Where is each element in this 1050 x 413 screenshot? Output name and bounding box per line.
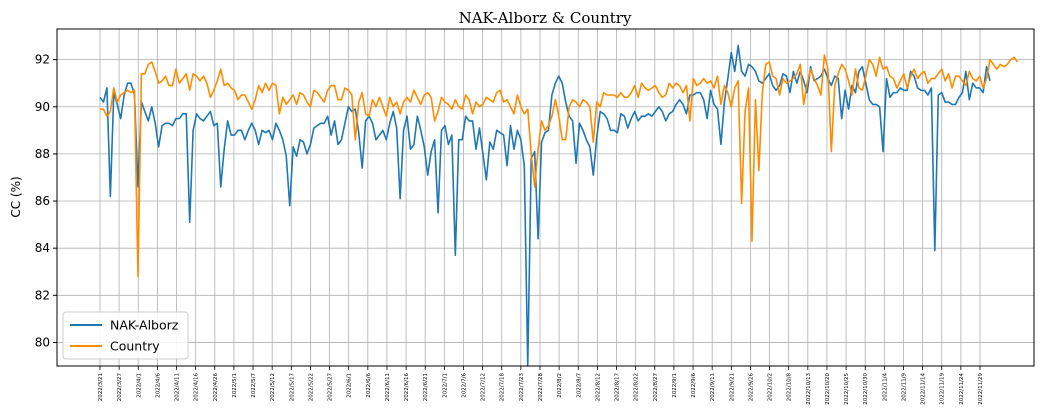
chart-title: NAK-Alborz & Country [459, 9, 632, 27]
y-tick-label: 80 [35, 335, 50, 349]
y-tick-label: 92 [35, 53, 50, 67]
x-tick-label: 2022/10/20 [825, 373, 831, 405]
y-tick-label: 82 [35, 288, 50, 302]
x-tick-label: 2022/7/12 [481, 373, 487, 401]
x-tick-label: 2022/10/25 [844, 373, 850, 405]
x-tick-label: 2022/10/13 [806, 373, 812, 405]
y-tick-label: 90 [35, 100, 50, 114]
y-axis-label: CC (%) [9, 176, 23, 217]
y-tick-label: 86 [35, 194, 50, 208]
x-tick-label: 2022/7/18 [500, 373, 506, 402]
x-tick-label: 2022/8/27 [653, 373, 659, 402]
x-tick-label: 2022/11/4 [882, 373, 888, 402]
x-tick-label: 2022/11/14 [921, 373, 927, 405]
x-tick-label: 2022/4/16 [194, 373, 200, 402]
x-tick-label: 2022/11/9 [901, 373, 907, 402]
x-tick-label: 2022/8/17 [615, 373, 621, 402]
x-tick-label: 2022/9/1 [672, 373, 678, 398]
x-tick-label: 2022/10/2 [768, 373, 774, 401]
y-tick-label: 88 [35, 147, 50, 161]
x-tick-label: 2022/10/8 [787, 373, 793, 402]
legend: NAK-Alborz Country [62, 311, 189, 360]
x-tick-label: 2022/5/27 [328, 373, 334, 402]
series-layer [99, 44, 1019, 367]
x-tick-label: 2022/5/1 [232, 373, 238, 398]
x-tick-label: 2022/8/7 [576, 373, 582, 398]
x-tick-label: 2022/4/11 [175, 373, 181, 401]
x-tick-label: 2022/8/12 [595, 373, 601, 401]
x-tick-label: 2022/11/19 [940, 373, 946, 405]
x-tick-label: 2022/10/30 [863, 373, 869, 405]
x-tick-label: 2022/4/6 [155, 373, 161, 398]
x-tick-label: 2022/11/24 [959, 373, 965, 405]
plot-frame [56, 28, 1035, 367]
x-tick-label: 2022/7/6 [461, 373, 467, 398]
legend-label-nak-alborz: NAK-Alborz [110, 318, 179, 333]
grid-layer [57, 29, 1034, 366]
x-tick-label: 2022/4/1 [136, 373, 142, 398]
legend-box [62, 311, 189, 360]
x-tick-label: 2022/8/2 [557, 373, 563, 398]
x-tick-label: 2022/4/26 [213, 373, 219, 402]
x-tick-label: 2022/6/11 [385, 373, 391, 401]
series-line-country [100, 54, 1019, 278]
x-tick-label: 2022/6/21 [423, 373, 429, 401]
x-tick-label: 2022/3/27 [117, 373, 123, 402]
x-tick-label: 2022/5/12 [270, 373, 276, 401]
x-tick-label: 2022/11/29 [978, 373, 984, 405]
x-tick-label: 2022/7/28 [538, 373, 544, 402]
x-tick-layer: 2022/3/21 2022/3/27 2022/4/1 2022/4/6 2022/4… [98, 366, 984, 405]
legend-label-country: Country [110, 339, 160, 354]
x-tick-label: 2022/5/17 [289, 373, 295, 402]
x-tick-label: 2022/9/21 [729, 373, 735, 401]
x-tick-label: 2022/9/6 [691, 373, 697, 398]
y-tick-label: 84 [35, 241, 50, 255]
x-tick-label: 2022/3/21 [98, 373, 104, 401]
x-tick-label: 2022/7/23 [519, 373, 525, 402]
x-tick-label: 2022/5/22 [308, 373, 314, 401]
x-tick-label: 2022/6/6 [366, 373, 372, 398]
series-line-nak-alborz [99, 44, 991, 367]
x-tick-label: 2022/9/11 [710, 373, 716, 401]
x-tick-label: 2022/8/22 [634, 373, 640, 401]
x-tick-label: 2022/6/1 [347, 373, 353, 398]
x-tick-label: 2022/6/16 [404, 373, 410, 402]
y-tick-layer: 80 82 84 86 88 90 92 [35, 53, 57, 349]
x-tick-label: 2022/7/1 [442, 373, 448, 398]
x-tick-label: 2022/9/26 [748, 373, 754, 402]
x-tick-label: 2022/5/7 [251, 373, 257, 398]
